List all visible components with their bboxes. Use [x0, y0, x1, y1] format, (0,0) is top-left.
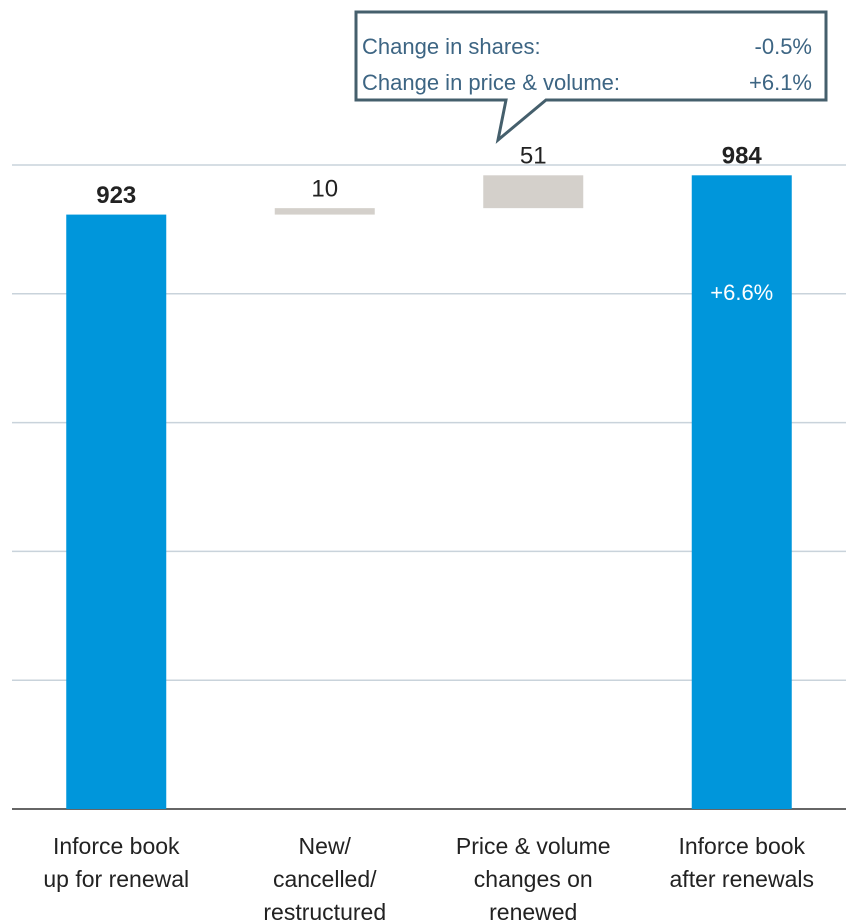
bar: [483, 175, 584, 209]
value-label: 10: [311, 175, 338, 202]
value-label: 923: [96, 182, 136, 209]
growth-label: +6.6%: [710, 280, 773, 305]
x-tick-label: Price & volume: [456, 833, 611, 859]
x-tick-label: changes on: [474, 866, 593, 892]
callout-value: -0.5%: [755, 34, 812, 59]
value-label: 51: [520, 143, 547, 170]
bar: [274, 208, 375, 215]
x-tick-label: Inforce book: [53, 833, 180, 859]
x-tick-label: after renewals: [670, 866, 814, 892]
x-tick-label: cancelled/: [273, 866, 377, 892]
value-label: 984: [722, 143, 763, 170]
x-tick-label: New/: [299, 833, 352, 859]
bar: [691, 175, 792, 809]
callout-value: +6.1%: [749, 70, 812, 95]
x-tick-label: renewed: [489, 899, 577, 924]
bar: [66, 214, 167, 809]
callout-label: Change in price & volume:: [362, 70, 620, 95]
x-tick-label: restructured: [263, 899, 386, 924]
callout-label: Change in shares:: [362, 34, 541, 59]
callout-box: [354, 10, 828, 144]
x-tick-label: up for renewal: [43, 866, 189, 892]
x-tick-label: Inforce book: [678, 833, 805, 859]
